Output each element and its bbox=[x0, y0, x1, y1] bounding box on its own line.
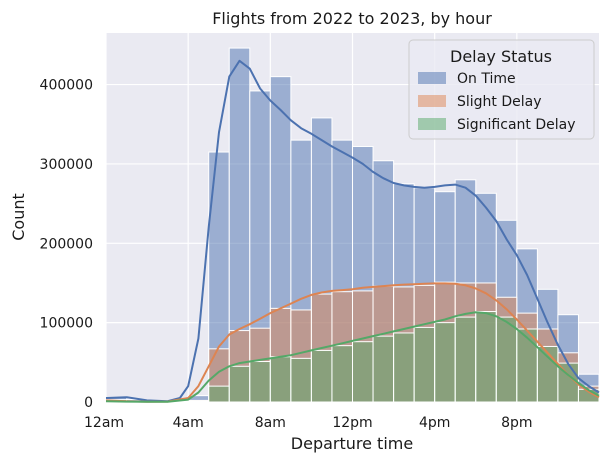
legend-item-slight-delay: Slight Delay bbox=[418, 94, 542, 110]
legend-swatch bbox=[418, 118, 446, 130]
bar-significant-delay bbox=[454, 316, 477, 403]
y-tick-label: 100000 bbox=[40, 316, 93, 332]
bar-significant-delay bbox=[413, 326, 436, 403]
bar-significant-delay bbox=[187, 400, 210, 403]
bar-significant-delay bbox=[434, 322, 456, 403]
legend: Delay Status On Time Slight Delay Signific… bbox=[408, 39, 595, 140]
bar-significant-delay bbox=[536, 345, 559, 403]
legend-entries: On Time Slight Delay Significant Delay bbox=[418, 71, 575, 133]
bar-significant-delay bbox=[352, 341, 374, 403]
legend-label: On Time bbox=[457, 71, 516, 87]
bar-significant-delay bbox=[331, 345, 354, 403]
kde-line-significant-delay bbox=[105, 311, 600, 403]
x-tick-label: 4am bbox=[173, 415, 204, 431]
bar-significant-delay bbox=[495, 316, 518, 403]
y-tick-label: 400000 bbox=[40, 78, 93, 94]
x-axis-label: Departure time bbox=[291, 434, 413, 453]
bar-significant-delay bbox=[393, 332, 415, 403]
bar-significant-delay bbox=[208, 385, 230, 403]
bar-significant-delay bbox=[269, 356, 292, 403]
x-tick-label: 8pm bbox=[501, 415, 532, 431]
y-tick-label: 200000 bbox=[40, 236, 93, 252]
y-axis-label: Count bbox=[9, 193, 28, 241]
tick-labels-layer: 12am 4am 8am 12pm 4pm 8pm 0 100000 200000 300000 4… bbox=[40, 78, 533, 431]
legend-swatch bbox=[418, 72, 446, 84]
bar-significant-delay bbox=[475, 311, 497, 403]
legend-label: Slight Delay bbox=[457, 94, 542, 110]
bar-significant-delay bbox=[228, 365, 251, 403]
legend-box bbox=[408, 39, 595, 140]
legend-item-significant-delay: Significant Delay bbox=[418, 117, 575, 133]
bar-significant-delay bbox=[290, 357, 312, 403]
x-tick-label: 8am bbox=[255, 415, 286, 431]
legend-item-on-time: On Time bbox=[418, 71, 516, 87]
x-tick-label: 12am bbox=[84, 415, 124, 431]
bar-significant-delay bbox=[372, 335, 395, 403]
kde-line-on-time bbox=[105, 59, 600, 403]
legend-swatch bbox=[418, 95, 446, 107]
chart-title: Flights from 2022 to 2023, by hour bbox=[212, 9, 492, 28]
bar-significant-delay bbox=[310, 349, 333, 403]
kde-line-slight-delay bbox=[105, 282, 600, 403]
x-tick-label: 4pm bbox=[419, 415, 450, 431]
kde-curves-layer bbox=[105, 59, 600, 403]
legend-label: Significant Delay bbox=[457, 117, 575, 133]
bar-significant-delay bbox=[249, 361, 271, 403]
y-tick-label: 300000 bbox=[40, 157, 93, 173]
bar-significant-delay bbox=[516, 328, 538, 403]
legend-title: Delay Status bbox=[450, 47, 552, 66]
y-tick-label: 0 bbox=[84, 395, 93, 411]
x-tick-label: 12pm bbox=[332, 415, 372, 431]
